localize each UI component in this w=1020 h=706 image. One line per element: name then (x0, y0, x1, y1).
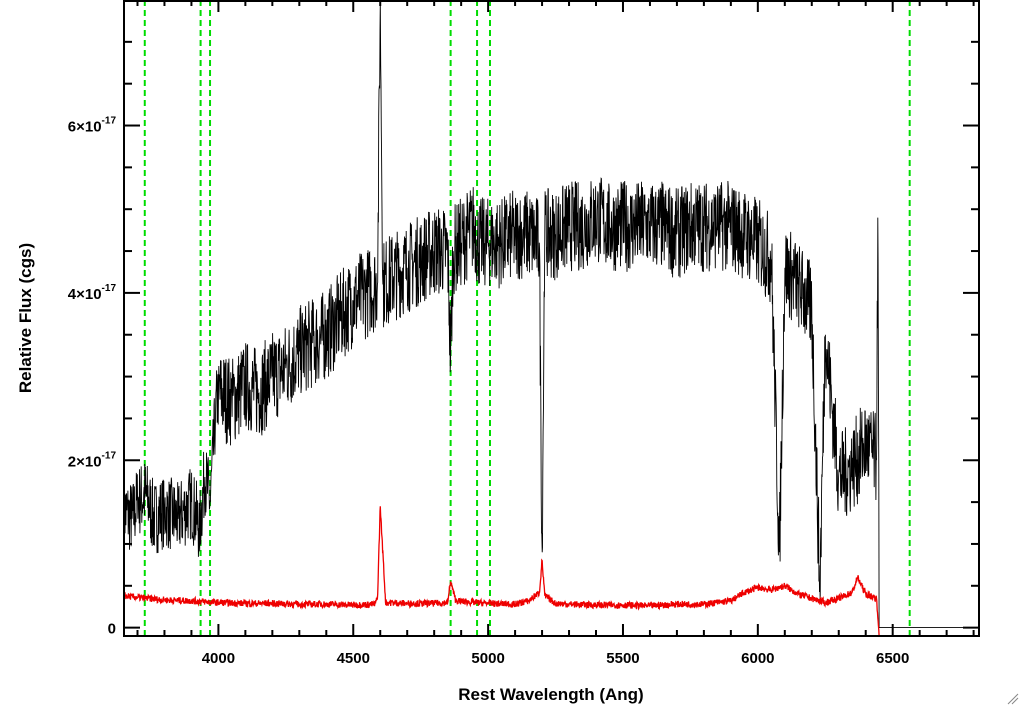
flux-spectrum-line (123, 0, 979, 629)
plot-frame (123, 0, 980, 637)
y-axis: 0 2×10-17 4×10-17 6×10-17 (68, 40, 979, 638)
y-tick-label: 2×10-17 (68, 450, 117, 470)
y-tick-label: 6×10-17 (68, 116, 117, 136)
resize-grip-icon (1007, 693, 1019, 705)
error-spectrum-line (123, 506, 979, 637)
series-layer (123, 0, 979, 637)
y-axis-title: Relative Flux (cgs) (16, 243, 35, 393)
x-axis-title: Rest Wavelength (Ang) (458, 685, 643, 704)
y-tick-label: 4×10-17 (68, 283, 117, 303)
x-tick-label: 6000 (741, 650, 774, 667)
x-tick-label: 5000 (471, 650, 504, 667)
x-tick-label: 5500 (606, 650, 639, 667)
x-axis: 4000 4500 5000 5500 6000 6500 (136, 0, 975, 667)
x-tick-label: 4500 (337, 650, 370, 667)
x-tick-label: 4000 (202, 650, 235, 667)
x-tick-label: 6500 (876, 650, 909, 667)
vertical-marker-lines (143, 0, 911, 636)
y-tick-label: 0 (108, 621, 116, 638)
